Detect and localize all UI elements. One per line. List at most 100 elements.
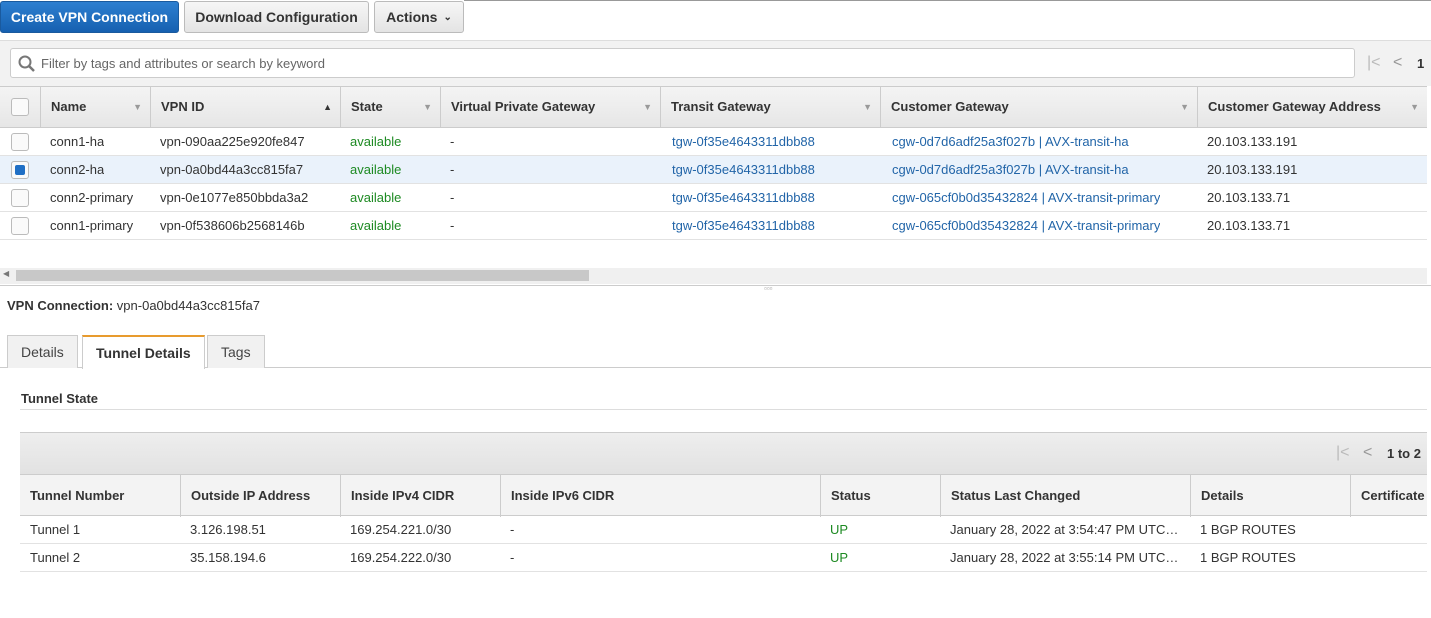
row-checkbox[interactable] — [11, 133, 29, 151]
col-header[interactable]: Tunnel Number — [30, 488, 125, 503]
cell: 35.158.194.6 — [190, 550, 266, 565]
col-state[interactable]: State ▼ — [340, 87, 440, 127]
table-row[interactable]: conn2-ha vpn-0a0bd44a3cc815fa7 available - t… — [0, 156, 1427, 184]
cell: January 28, 2022 at 3:55:14 PM UTC… — [950, 550, 1179, 565]
table-row[interactable]: conn1-primary vpn-0f538606b2568146b availa… — [0, 212, 1427, 240]
cell-cgw[interactable]: cgw-0d7d6adf25a3f027b | AVX-transit-ha — [892, 134, 1129, 149]
search-placeholder: Filter by tags and attributes or search … — [41, 56, 325, 71]
search-input[interactable]: Filter by tags and attributes or search … — [10, 48, 1355, 78]
cell-state: available — [350, 218, 402, 233]
first-page-icon[interactable]: |< — [1367, 54, 1381, 71]
pager-text: 1 — [1417, 56, 1425, 71]
cell-name: conn2-primary — [50, 190, 134, 205]
actions-button[interactable]: Actions ⌄ — [374, 1, 464, 33]
tab-tags[interactable]: Tags — [207, 335, 265, 368]
col-header[interactable]: Details — [1190, 475, 1350, 517]
tab-tunnel-details[interactable]: Tunnel Details — [82, 335, 205, 369]
col-header[interactable]: Outside IP Address — [180, 475, 340, 517]
chevron-down-icon: ⌄ — [443, 11, 452, 23]
col-label: State — [351, 99, 383, 114]
cell-tgw[interactable]: tgw-0f35e4643311dbb88 — [672, 162, 815, 177]
col-cgw-address[interactable]: Customer Gateway Address ▼ — [1197, 87, 1427, 127]
table-header: Name ▼ VPN ID ▲ State ▼ Virtual Private Gat… — [0, 86, 1427, 128]
label: VPN Connection: — [7, 298, 114, 313]
cell-id: vpn-0e1077e850bbda3a2 — [160, 190, 309, 205]
cell-state: available — [350, 134, 402, 149]
cell: 1 BGP ROUTES — [1200, 550, 1296, 565]
col-label: Customer Gateway — [891, 99, 1009, 114]
cell-vpg: - — [450, 190, 455, 205]
divider — [464, 0, 1431, 1]
col-header[interactable]: Certificate — [1350, 475, 1427, 517]
cell-cgw[interactable]: cgw-065cf0b0d35432824 | AVX-transit-prim… — [892, 190, 1161, 205]
value: vpn-0a0bd44a3cc815fa7 — [116, 298, 260, 313]
tunnel-row: Tunnel 2 35.158.194.6 169.254.222.0/30 - UP J… — [20, 544, 1427, 572]
cell: - — [510, 550, 515, 565]
col-header[interactable]: Status Last Changed — [940, 475, 1190, 517]
col-header[interactable]: Inside IPv6 CIDR — [500, 475, 820, 517]
row-checkbox[interactable] — [11, 189, 29, 207]
resize-handle-icon[interactable]: ▫▫▫ — [764, 284, 773, 293]
col-cgw[interactable]: Customer Gateway ▼ — [880, 87, 1197, 127]
cell-tgw[interactable]: tgw-0f35e4643311dbb88 — [672, 218, 815, 233]
vpn-connection-label: VPN Connection: vpn-0a0bd44a3cc815fa7 — [7, 298, 260, 313]
cell-name: conn1-primary — [50, 218, 134, 233]
col-header[interactable]: Inside IPv4 CIDR — [340, 475, 500, 517]
cell-state: available — [350, 190, 402, 205]
col-vpg[interactable]: Virtual Private Gateway ▼ — [440, 87, 660, 127]
cell-id: vpn-090aa225e920fe847 — [160, 134, 305, 149]
col-header[interactable]: Status — [820, 475, 940, 517]
row-checkbox[interactable] — [11, 161, 29, 179]
cell-cgw[interactable]: cgw-0d7d6adf25a3f027b | AVX-transit-ha — [892, 162, 1129, 177]
cell: January 28, 2022 at 3:54:47 PM UTC… — [950, 522, 1179, 537]
cell: 1 BGP ROUTES — [1200, 522, 1296, 537]
cell-addr: 20.103.133.191 — [1207, 134, 1298, 149]
cell: UP — [830, 550, 849, 565]
scrollbar-thumb[interactable] — [16, 270, 589, 281]
cell-tgw[interactable]: tgw-0f35e4643311dbb88 — [672, 190, 815, 205]
row-checkbox[interactable] — [11, 217, 29, 235]
col-tgw[interactable]: Transit Gateway ▼ — [660, 87, 880, 127]
scroll-left-icon[interactable]: ◀ — [3, 269, 10, 278]
col-name[interactable]: Name ▼ — [40, 87, 150, 127]
horizontal-scrollbar[interactable]: ◀ — [0, 268, 1427, 284]
cell: 3.126.198.51 — [190, 522, 266, 537]
cell: - — [510, 522, 515, 537]
col-label: Transit Gateway — [671, 99, 771, 114]
tunnel-pager-bar: |< < 1 to 2 — [20, 432, 1427, 474]
first-page-icon[interactable]: |< — [1336, 444, 1350, 461]
table-row[interactable]: conn2-primary vpn-0e1077e850bbda3a2 availa… — [0, 184, 1427, 212]
cell-addr: 20.103.133.71 — [1207, 190, 1291, 205]
create-vpn-connection-button[interactable]: Create VPN Connection — [0, 1, 179, 33]
table-row[interactable]: conn1-ha vpn-090aa225e920fe847 available - t… — [0, 128, 1427, 156]
split-divider[interactable] — [0, 285, 1431, 286]
pager-text: 1 to 2 — [1387, 446, 1421, 461]
cell-addr: 20.103.133.191 — [1207, 162, 1298, 177]
cell: Tunnel 2 — [30, 550, 81, 565]
col-label: Customer Gateway Address — [1208, 99, 1381, 114]
cell-vpg: - — [450, 134, 455, 149]
tab-details[interactable]: Details — [7, 335, 78, 368]
cell: 169.254.222.0/30 — [350, 550, 452, 565]
divider — [20, 409, 1427, 410]
tunnel-table-header: Tunnel Number Outside IP Address Inside IP… — [20, 474, 1427, 517]
cell-cgw[interactable]: cgw-065cf0b0d35432824 | AVX-transit-prim… — [892, 218, 1161, 233]
cell-name: conn2-ha — [50, 162, 105, 177]
select-all-checkbox[interactable] — [11, 98, 29, 116]
col-label: Virtual Private Gateway — [451, 99, 596, 114]
prev-page-icon[interactable]: < — [1363, 444, 1373, 461]
cell-vpg: - — [450, 162, 455, 177]
cell: 169.254.221.0/30 — [350, 522, 452, 537]
cell-tgw[interactable]: tgw-0f35e4643311dbb88 — [672, 134, 815, 149]
download-configuration-button[interactable]: Download Configuration — [184, 1, 369, 33]
actions-label: Actions — [386, 9, 438, 25]
tunnel-row: Tunnel 1 3.126.198.51 169.254.221.0/30 - UP J… — [20, 516, 1427, 544]
prev-page-icon[interactable]: < — [1393, 54, 1403, 71]
cell-id: vpn-0f538606b2568146b — [160, 218, 305, 233]
cell-addr: 20.103.133.71 — [1207, 218, 1291, 233]
col-vpn-id[interactable]: VPN ID ▲ — [150, 87, 340, 127]
cell: Tunnel 1 — [30, 522, 81, 537]
cell-id: vpn-0a0bd44a3cc815fa7 — [160, 162, 304, 177]
section-title: Tunnel State — [21, 391, 99, 406]
cell: UP — [830, 522, 849, 537]
